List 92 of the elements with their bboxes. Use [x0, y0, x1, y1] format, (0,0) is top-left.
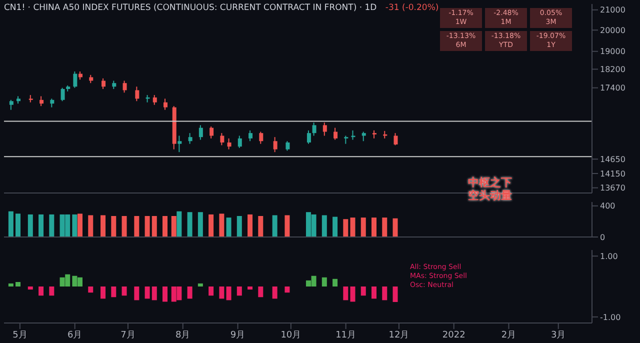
bar: [208, 286, 214, 296]
bar: [8, 283, 14, 286]
y-tick-label: 20000: [600, 26, 626, 35]
x-tick-label: 7月: [120, 330, 136, 340]
bar: [236, 286, 242, 296]
bar: [28, 286, 33, 290]
bar: [49, 214, 54, 237]
bar: [144, 216, 150, 237]
bar: [272, 286, 278, 299]
bar: [122, 216, 127, 237]
annotation: 中枢之下空头动量: [468, 176, 513, 202]
bar: [332, 216, 338, 237]
bar: [226, 218, 232, 237]
bar: [332, 278, 338, 286]
x-tick-label: 5月: [12, 330, 28, 340]
y-tick-label: 13670: [600, 184, 626, 193]
bar: [28, 214, 33, 237]
y-tick-label: 1.00: [600, 252, 618, 261]
bar: [343, 286, 348, 300]
bar: [258, 216, 264, 237]
x-tick-label: 6月: [67, 330, 82, 340]
bar: [171, 216, 176, 237]
y-tick-label: -1.00: [600, 312, 621, 322]
x-tick-label: 9月: [230, 330, 246, 340]
bar: [382, 218, 388, 237]
bar: [72, 214, 78, 237]
bar: [176, 211, 182, 237]
y-tick-label: 21000: [600, 6, 626, 15]
bar: [88, 286, 94, 293]
bar: [360, 218, 366, 237]
bar: [392, 286, 398, 302]
x-tick-label: 8月: [176, 330, 190, 340]
bar: [144, 286, 150, 299]
bar: [152, 216, 157, 237]
chart-title: CN1! · CHINA A50 INDEX FUTURES (CONTINUOUS: CURRENT CONTRACT IN FRONT) · 1D: [4, 3, 377, 13]
y-tick-label: 400: [600, 202, 616, 211]
bar: [100, 215, 106, 237]
bar: [382, 286, 388, 300]
bar: [343, 219, 348, 237]
bar: [187, 212, 192, 237]
y-tick-label: 0: [600, 232, 606, 242]
bar: [284, 215, 290, 237]
x-tick-label: 2月: [501, 330, 516, 340]
bar: [16, 282, 21, 286]
bar: [38, 286, 44, 296]
bar: [360, 286, 366, 296]
bar: [322, 215, 327, 237]
x-tick-label: 12月: [388, 330, 410, 340]
x-tick-label: 2022: [442, 330, 466, 340]
bar: [350, 218, 356, 237]
bar: [272, 215, 278, 237]
y-tick-label: 17400: [600, 84, 626, 93]
bar: [226, 286, 232, 300]
y-tick-label: 14650: [600, 154, 626, 164]
y-tick-label: 18200: [600, 65, 626, 74]
y-tick-label: 19000: [600, 47, 626, 56]
bar: [236, 216, 242, 237]
bar: [372, 218, 376, 237]
bar: [100, 286, 106, 299]
bar: [248, 286, 253, 290]
y-tick-label: 14150: [600, 169, 626, 178]
x-tick-label: 3月: [550, 330, 566, 340]
bar: [258, 286, 264, 298]
bar: [187, 286, 192, 299]
bar: [198, 283, 203, 286]
bar: [198, 212, 203, 237]
bar: [134, 216, 140, 237]
bar: [122, 286, 127, 296]
bar: [219, 286, 224, 299]
bar: [78, 214, 82, 237]
bar: [16, 214, 21, 237]
bar: [350, 286, 356, 302]
bar: [219, 214, 224, 237]
bar: [134, 286, 140, 300]
bar: [152, 286, 157, 300]
bar: [111, 286, 116, 298]
bar: [208, 214, 214, 237]
bar: [322, 277, 327, 286]
bar: [111, 216, 116, 237]
bar: [162, 286, 168, 302]
x-tick-label: 10月: [280, 330, 302, 340]
x-tick-label: 11月: [336, 330, 356, 340]
bar: [392, 218, 398, 237]
bar: [284, 286, 290, 293]
bar: [248, 214, 253, 237]
bar: [38, 214, 44, 237]
bar: [49, 286, 54, 296]
bar: [162, 216, 168, 237]
bar: [8, 211, 14, 237]
chart-subtitle: -31 (-0.20%): [385, 3, 439, 13]
bar: [88, 215, 94, 237]
bar: [372, 286, 376, 299]
